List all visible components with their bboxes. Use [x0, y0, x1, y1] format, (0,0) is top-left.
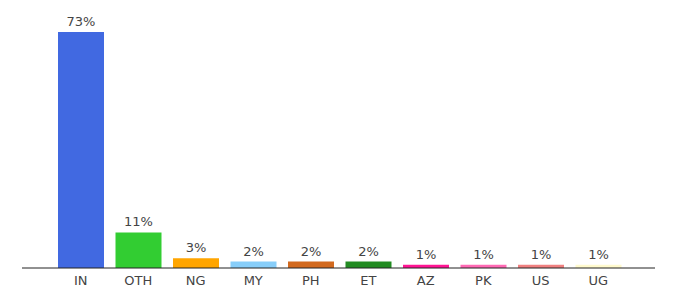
svg-text:73%: 73%	[67, 14, 96, 29]
svg-text:1%: 1%	[531, 247, 552, 262]
svg-text:NG: NG	[186, 273, 206, 288]
svg-text:1%: 1%	[588, 247, 609, 262]
svg-text:UG: UG	[588, 273, 608, 288]
svg-text:PK: PK	[475, 273, 492, 288]
svg-text:1%: 1%	[473, 247, 494, 262]
svg-text:AZ: AZ	[417, 273, 435, 288]
svg-text:11%: 11%	[124, 214, 153, 229]
svg-text:MY: MY	[244, 273, 263, 288]
svg-text:IN: IN	[74, 273, 88, 288]
svg-text:2%: 2%	[358, 244, 379, 259]
svg-text:OTH: OTH	[124, 273, 152, 288]
svg-text:3%: 3%	[186, 240, 207, 255]
svg-text:PH: PH	[302, 273, 320, 288]
svg-text:1%: 1%	[416, 247, 437, 262]
svg-text:US: US	[532, 273, 550, 288]
svg-text:2%: 2%	[243, 244, 264, 259]
svg-text:2%: 2%	[301, 244, 322, 259]
svg-text:ET: ET	[360, 273, 376, 288]
